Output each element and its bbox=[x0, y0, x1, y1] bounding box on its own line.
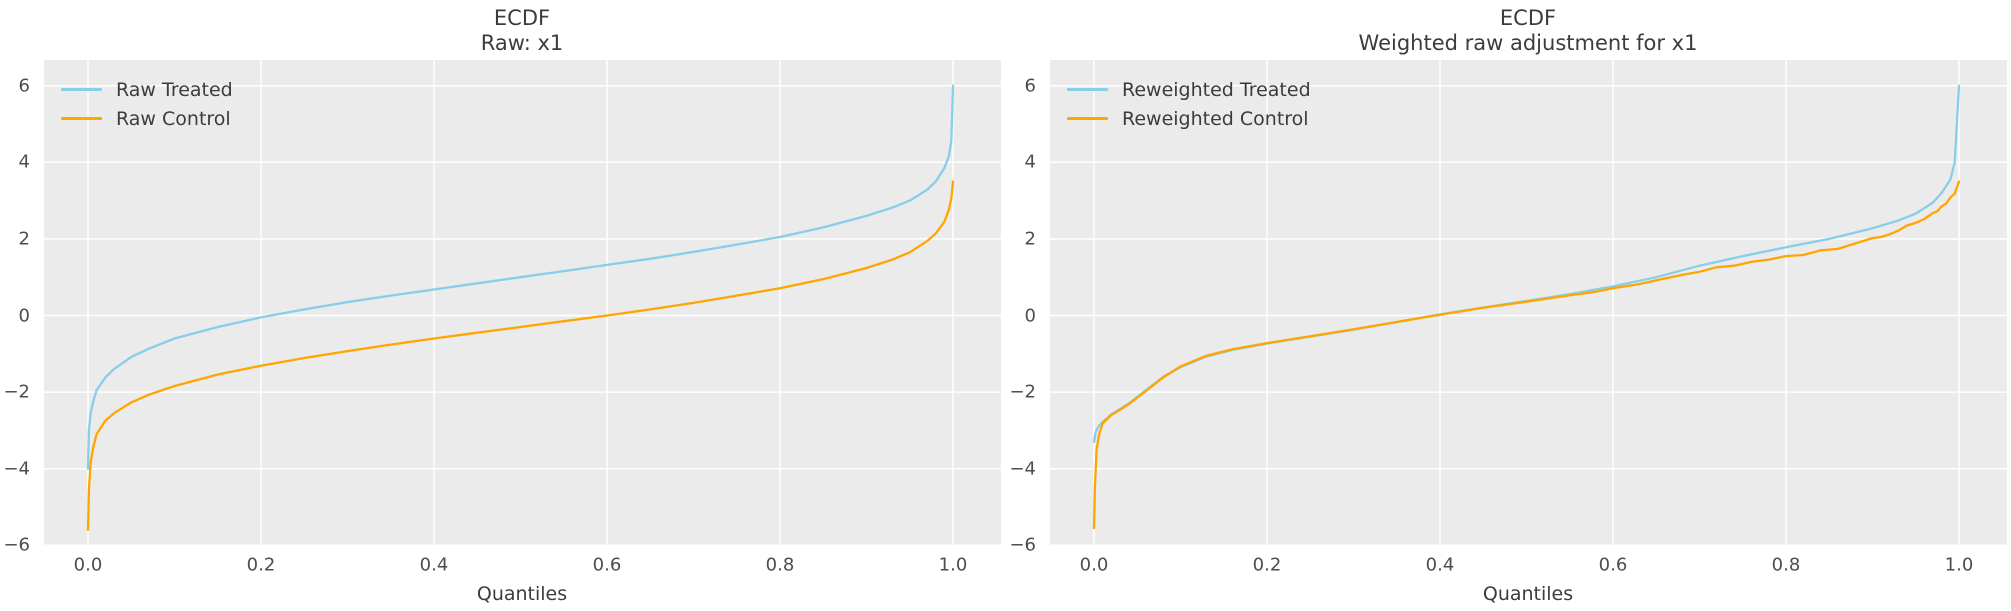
y-tick-label: −4 bbox=[1009, 458, 1036, 480]
legend-label: Raw Control bbox=[116, 107, 231, 130]
y-tick-label: 6 bbox=[18, 75, 30, 97]
y-tick-label: 6 bbox=[1024, 75, 1036, 97]
series-line-raw-control bbox=[86, 180, 955, 532]
legend-label: Reweighted Control bbox=[1122, 107, 1309, 130]
legend-label: Raw Treated bbox=[116, 78, 233, 101]
series-line-raw-treated bbox=[86, 84, 955, 470]
x-tick-label: 0.6 bbox=[1598, 554, 1628, 576]
left-plot-title-line2: Raw: x1 bbox=[480, 31, 564, 55]
left-plot-legend: Raw Treated Raw Control bbox=[61, 75, 233, 133]
legend-item: Raw Control bbox=[61, 104, 233, 133]
y-tick-label: 0 bbox=[1024, 305, 1036, 326]
legend-item: Reweighted Treated bbox=[1067, 75, 1311, 104]
reweighted-control-line-swatch bbox=[1067, 117, 1108, 120]
x-tick-label: 1.0 bbox=[938, 554, 968, 576]
y-tick-label: 2 bbox=[1024, 228, 1036, 250]
right-plot-legend: Reweighted Treated Reweighted Control bbox=[1067, 75, 1311, 133]
y-tick-label: 4 bbox=[1024, 151, 1036, 173]
right-plot-title-line1: ECDF bbox=[1499, 6, 1557, 30]
right-plot-title-line2: Weighted raw adjustment for x1 bbox=[1358, 31, 1698, 55]
right-plot-title: ECDF Weighted raw adjustment for x1 bbox=[1359, 6, 1698, 56]
left-plot-xlabel: Quantiles bbox=[476, 583, 568, 605]
x-tick-label: 0.4 bbox=[419, 554, 449, 576]
y-tick-label: 0 bbox=[18, 305, 30, 326]
plot-background bbox=[44, 60, 1001, 546]
x-tick-label: 0.8 bbox=[765, 554, 795, 576]
right-plot-xlabel: Quantiles bbox=[1482, 583, 1574, 605]
legend-item: Raw Treated bbox=[61, 75, 233, 104]
right-plot-canvas bbox=[1050, 60, 2007, 546]
left-plot-title: ECDF Raw: x1 bbox=[481, 6, 564, 56]
left-plot-title-line1: ECDF bbox=[493, 6, 551, 30]
y-tick-label: −6 bbox=[1009, 534, 1036, 556]
x-tick-label: 0.4 bbox=[1425, 554, 1455, 576]
raw-treated-line-swatch bbox=[61, 88, 102, 91]
reweighted-treated-line-swatch bbox=[1067, 88, 1108, 91]
y-tick-label: −2 bbox=[1009, 381, 1036, 403]
x-tick-label: 0.0 bbox=[73, 554, 103, 576]
x-tick-label: 0.8 bbox=[1771, 554, 1801, 576]
x-tick-label: 0.0 bbox=[1079, 554, 1109, 576]
plot-background bbox=[1050, 60, 2007, 546]
raw-control-line-swatch bbox=[61, 117, 102, 120]
y-tick-label: −2 bbox=[3, 381, 30, 403]
legend-item: Reweighted Control bbox=[1067, 104, 1311, 133]
y-tick-label: 2 bbox=[18, 228, 30, 250]
y-tick-label: 4 bbox=[18, 151, 30, 173]
x-tick-label: 1.0 bbox=[1944, 554, 1974, 576]
left-plot-canvas bbox=[44, 60, 1001, 546]
y-tick-label: −4 bbox=[3, 458, 30, 480]
x-tick-label: 0.2 bbox=[1252, 554, 1282, 576]
y-tick-label: −6 bbox=[3, 534, 30, 556]
legend-label: Reweighted Treated bbox=[1122, 78, 1311, 101]
x-tick-label: 0.6 bbox=[592, 554, 622, 576]
series-line-reweighted-control bbox=[1092, 180, 1961, 530]
x-tick-label: 0.2 bbox=[246, 554, 276, 576]
